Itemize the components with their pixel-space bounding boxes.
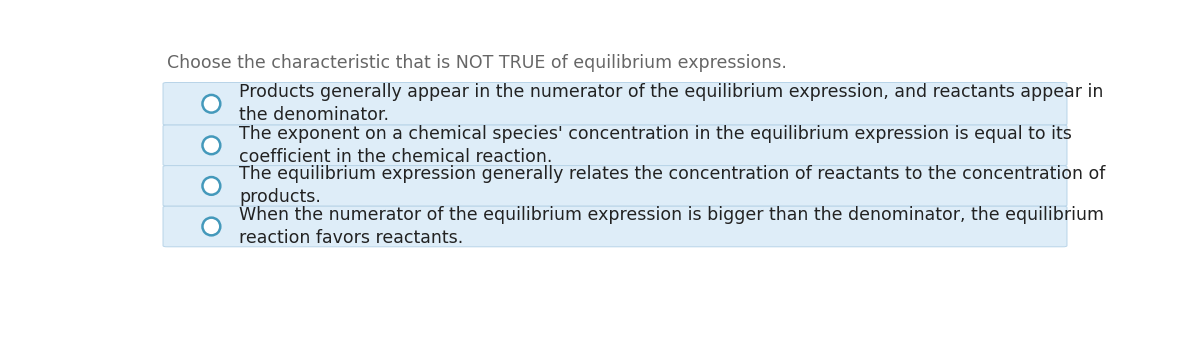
Text: The exponent on a chemical species' concentration in the equilibrium expression : The exponent on a chemical species' conc…	[239, 125, 1072, 166]
FancyBboxPatch shape	[163, 125, 1067, 166]
Ellipse shape	[203, 218, 221, 235]
Ellipse shape	[203, 95, 221, 113]
Text: The equilibrium expression generally relates the concentration of reactants to t: The equilibrium expression generally rel…	[239, 165, 1105, 206]
Text: Choose the characteristic that is NOT TRUE of equilibrium expressions.: Choose the characteristic that is NOT TR…	[167, 55, 787, 73]
FancyBboxPatch shape	[163, 83, 1067, 125]
Text: When the numerator of the equilibrium expression is bigger than the denominator,: When the numerator of the equilibrium ex…	[239, 206, 1104, 247]
Text: Products generally appear in the numerator of the equilibrium expression, and re: Products generally appear in the numerat…	[239, 83, 1104, 124]
Ellipse shape	[203, 177, 221, 195]
FancyBboxPatch shape	[163, 166, 1067, 206]
FancyBboxPatch shape	[163, 206, 1067, 247]
Ellipse shape	[203, 136, 221, 154]
